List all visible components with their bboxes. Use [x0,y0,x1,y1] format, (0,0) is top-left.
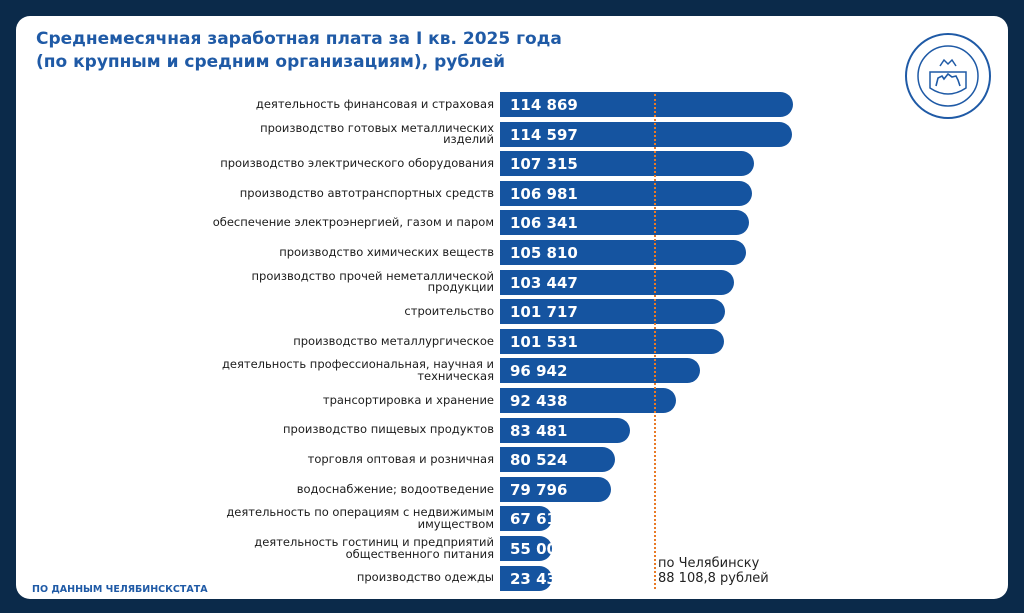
bar-value-label: 114 597 [510,125,578,144]
bar-value-label: 79 796 [510,480,568,499]
bar-value-label: 23 433 [510,569,568,588]
category-label: производство одежды [357,572,494,584]
bar-value-label: 114 869 [510,96,578,114]
category-label-line: производство одежды [356,570,494,585]
category-label: деятельность гостиниц и предприятий общес… [254,535,494,561]
bar-value-label: 101 717 [510,303,578,322]
category-label-line: производство прочей неметаллической [251,268,494,283]
bar-value-label: 106 981 [510,184,578,203]
category-label: деятельность финансовая и страховая [255,96,494,111]
chart-title-line-2: (по крупным и средним организациям), руб… [36,52,506,72]
bar [500,536,552,561]
category-label-line: производство электрического оборудования [220,155,494,170]
source-note: ПО ДАННЫМ ЧЕЛЯБИНСКСТАТА [32,584,208,595]
bar [500,210,749,236]
bar [500,240,746,265]
bar-value-label: 105 810 [510,244,578,262]
category-label-line: обеспечение электроэнергией, газом и пар… [212,215,494,230]
bar-value-label: 101 531 [510,332,578,351]
category-label: производство пищевых продуктов [283,424,494,436]
category-label-line: деятельность финансовая и страховая [255,96,494,111]
category-label: производство готовых металлических издели… [260,120,494,147]
category-label: производство прочей неметаллической проду… [251,268,494,295]
chart-title-line-1: Среднемесячная заработная плата за I кв.… [36,29,562,49]
bar [500,328,724,354]
category-label-line: продукции [427,280,494,295]
category-label-line: производство готовых металлических [260,120,494,135]
bar-value-label: 55 006 [510,540,568,558]
bar-value-label: 106 341 [510,214,578,233]
bar [500,269,734,295]
category-label-line: производство химических веществ [279,244,494,259]
category-label: обеспечение электроэнергией, газом и пар… [213,217,494,229]
bar-value-label: 83 481 [510,421,568,440]
category-label: торговля оптовая и розничная [307,451,494,466]
category-label: строительство [404,303,494,318]
category-label-line: общественного питания [345,546,494,561]
category-label: водоснабжение; водоотведение [296,481,494,496]
bar [500,92,793,117]
chart-card: Среднемесячная заработная плата за I кв.… [16,16,1008,599]
bar-value-label: 96 942 [510,362,568,381]
category-label: деятельность профессиональная, научная и… [222,359,494,382]
category-label-line: строительство [404,303,494,318]
category-label: деятельность по операциям с недвижимым им… [226,507,494,530]
category-label-line: производство автотранспортных средств [239,185,494,200]
bar-value-label: 67 618 [510,510,568,529]
bar-value-label: 103 447 [510,273,578,292]
bar [500,121,792,147]
bar [500,151,754,177]
average-label-line-2: 88 108,8 рублей [658,571,769,586]
average-reference-label: по Челябинску 88 108,8 рублей [658,556,769,586]
bar [500,447,615,473]
average-label-line-1: по Челябинску [658,556,760,571]
category-label-line: деятельность по операциям с недвижимым [226,505,494,520]
category-label: производство химических веществ [279,244,494,259]
bar [500,476,611,502]
bar [500,180,753,206]
bar [500,417,630,443]
chelyabinskstat-emblem-icon [905,33,991,119]
bar-value-label: 107 315 [510,155,578,174]
bar-value-label: 92 438 [510,392,568,410]
bar [500,299,725,325]
category-label-line: водоснабжение; водоотведение [296,481,494,496]
category-label-line: изделий [443,132,494,147]
category-label-line: имуществом [417,516,494,531]
category-label: трансортировка и хранение [322,392,494,407]
category-label-line: деятельность гостиниц и предприятий [254,535,494,549]
category-label: производство электрического оборудования [220,155,494,170]
category-label-line: производство металлургическое [293,333,494,348]
bar [500,388,677,413]
chart-title: Среднемесячная заработная плата за I кв.… [36,28,636,74]
bar-value-label: 80 524 [510,451,568,470]
category-label-line: производство пищевых продуктов [283,422,494,437]
category-label: производство автотранспортных средств [239,185,494,200]
bar [500,358,700,384]
category-label-line: трансортировка и хранение [322,392,494,407]
category-label-line: торговля оптовая и розничная [307,451,494,466]
average-reference-line [654,94,656,589]
bar [500,565,552,591]
category-label-line: деятельность профессиональная, научная и [221,357,494,372]
category-label-line: техническая [417,368,494,383]
bar [500,506,552,532]
category-label: производство металлургическое [293,333,494,348]
